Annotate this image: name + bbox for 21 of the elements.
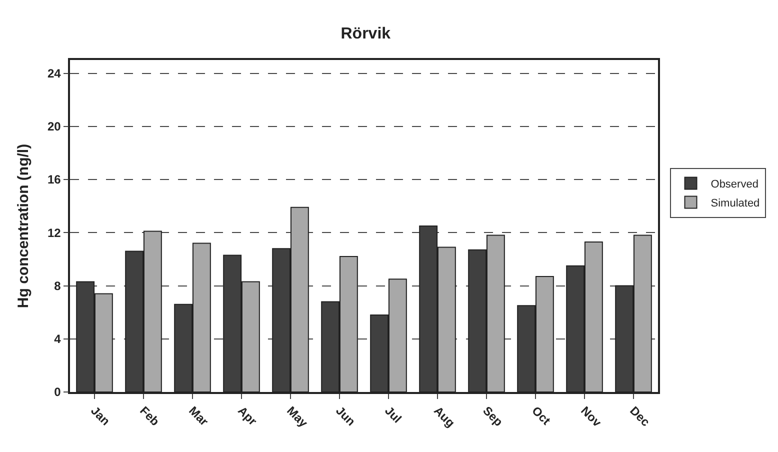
x-tick-label: Mar bbox=[186, 404, 212, 429]
x-tick-label: Jan bbox=[88, 404, 113, 428]
legend-label: Observed bbox=[710, 178, 758, 191]
x-tick-label: Dec bbox=[627, 404, 653, 430]
y-tick-label: 20 bbox=[47, 120, 62, 134]
y-tick-label: 4 bbox=[54, 332, 62, 346]
y-tick-label: 12 bbox=[47, 226, 62, 240]
x-tick-label: Feb bbox=[137, 404, 162, 429]
y-axis-title: Hg concentration (ng/l) bbox=[15, 144, 32, 308]
x-tick-label: Jun bbox=[333, 404, 358, 429]
y-tick-label: 16 bbox=[47, 172, 62, 187]
y-tick-label: 8 bbox=[54, 278, 62, 293]
legend-label: Simulated bbox=[710, 198, 760, 210]
y-tick-label: 24 bbox=[47, 66, 62, 80]
y-tick-label: 0 bbox=[54, 385, 62, 400]
x-tick-label: Apr bbox=[235, 404, 260, 428]
x-tick-label: Sep bbox=[480, 404, 506, 430]
x-tick-label: Nov bbox=[578, 404, 604, 430]
chart-title: Rörvik bbox=[340, 25, 391, 42]
x-tick-label: Jul bbox=[382, 404, 404, 426]
x-tick-label: Oct bbox=[529, 404, 554, 428]
